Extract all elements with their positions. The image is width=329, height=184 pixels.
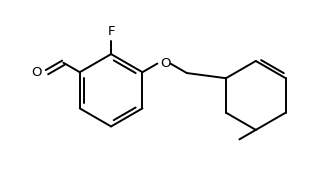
Text: O: O [31, 66, 42, 79]
Text: O: O [160, 57, 171, 70]
Text: F: F [107, 24, 115, 38]
